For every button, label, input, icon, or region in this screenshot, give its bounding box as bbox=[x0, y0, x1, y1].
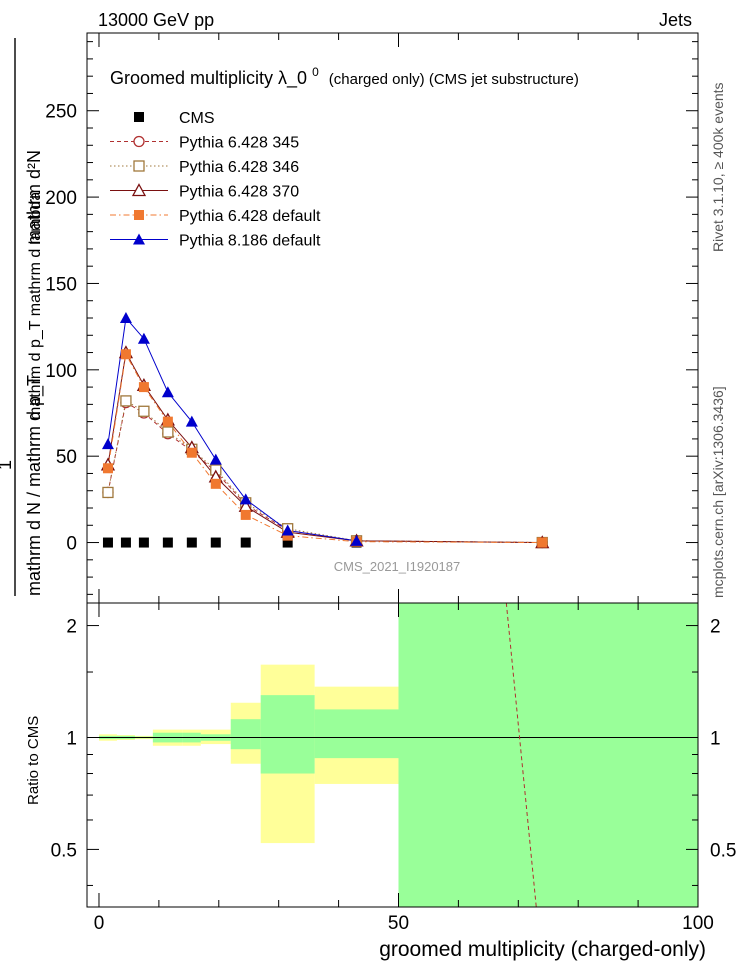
ratio-plot-frame bbox=[86, 602, 699, 908]
data-point-s4-4 bbox=[186, 447, 197, 458]
ratio-ytick-label-left-1: 1 bbox=[66, 728, 77, 749]
ratio-ytick-label-left-0: 0.5 bbox=[51, 840, 77, 861]
data-point-s0-0 bbox=[102, 537, 113, 548]
ratio-ytick-label-left-2: 2 bbox=[66, 617, 77, 638]
series-line-3 bbox=[107, 351, 543, 544]
x-axis-label: groomed multiplicity (charged-only) bbox=[379, 938, 706, 961]
legend-marker-5 bbox=[133, 233, 145, 245]
plot-title-sup: 0 bbox=[312, 65, 319, 79]
ratio-uncertainty-bands bbox=[98, 603, 698, 907]
ratio-ytick-label-right-2: 2 bbox=[710, 617, 721, 638]
data-point-s5-5 bbox=[209, 453, 222, 465]
legend-label-3: Pythia 6.428 370 bbox=[179, 184, 299, 201]
data-point-s4-0 bbox=[102, 463, 113, 474]
legend-marker-2 bbox=[133, 160, 145, 172]
x-tick-label-2: 100 bbox=[682, 913, 714, 934]
legend-label-1: Pythia 6.428 345 bbox=[179, 135, 299, 152]
legend-marker-3 bbox=[131, 183, 147, 197]
main-plot-panel: 0 50 100 150 200 250 bbox=[45, 32, 699, 604]
green-band-bin-7 bbox=[260, 695, 315, 774]
legend-marker-4 bbox=[134, 210, 144, 220]
data-point-s5-0 bbox=[101, 438, 114, 450]
ylabel-sub: mathrm d p_T mathrm d lambda bbox=[27, 192, 44, 420]
main-ytick-label-0: 0 bbox=[66, 534, 77, 555]
ratio-ytick-label-right-0: 0.5 bbox=[710, 840, 736, 861]
data-point-s5-6 bbox=[239, 493, 252, 505]
legend: CMS Pythia 6.428 345 Pythia 6.428 346 Pythi… bbox=[110, 110, 321, 250]
data-point-s0-5 bbox=[210, 537, 221, 548]
plot-title: Groomed multiplicity λ_0 0 (charged only… bbox=[110, 60, 579, 89]
main-ytick-label-4: 200 bbox=[45, 188, 77, 209]
data-point-s4-3 bbox=[162, 416, 173, 427]
main-ylabel: mathrm d²N mathrm d p_T mathrm d lambda … bbox=[0, 38, 45, 596]
legend-label-5: Pythia 8.186 default bbox=[179, 233, 321, 250]
data-point-s2-1 bbox=[120, 395, 132, 407]
legend-label-0: CMS bbox=[179, 110, 215, 127]
series-line-4 bbox=[107, 352, 543, 544]
data-point-s5-1 bbox=[119, 312, 132, 323]
data-point-s2-0 bbox=[102, 486, 114, 499]
main-ytick-label-2: 100 bbox=[45, 361, 77, 382]
main-ytick-label-3: 150 bbox=[45, 274, 77, 295]
data-point-s4-2 bbox=[138, 382, 149, 393]
legend-marker-1 bbox=[133, 135, 145, 148]
main-ytick-label-5: 250 bbox=[45, 102, 77, 123]
header-right: Jets bbox=[659, 10, 692, 30]
mcplots-label: mcplots.cern.ch [arXiv:1306.3436] bbox=[710, 386, 726, 598]
data-point-s4-1 bbox=[120, 349, 131, 360]
series-line-2 bbox=[107, 400, 543, 544]
data-point-s4-9 bbox=[537, 537, 548, 548]
green-band-bin-8 bbox=[314, 709, 399, 759]
ratio-axis-ticks: 0.5 0.5 1 1 2 2 0 50 100 bbox=[51, 603, 736, 934]
ylabel-bottom: mathrm d N / mathrm d p_T bbox=[24, 375, 45, 596]
data-point-s2-2 bbox=[138, 405, 150, 417]
data-point-s2-3 bbox=[162, 426, 174, 438]
legend-label-2: Pythia 6.428 346 bbox=[179, 159, 299, 176]
data-point-s0-4 bbox=[186, 537, 197, 548]
green-band-bin-6 bbox=[230, 719, 261, 750]
header-left: 13000 GeV pp bbox=[98, 10, 214, 30]
legend-marker-0 bbox=[134, 112, 144, 122]
main-series-markers bbox=[100, 312, 550, 549]
main-ytick-label-1: 50 bbox=[56, 447, 77, 468]
data-point-s4-5 bbox=[210, 478, 221, 489]
data-point-s0-1 bbox=[120, 537, 131, 548]
data-point-s0-7 bbox=[282, 537, 293, 548]
series-line-5 bbox=[107, 316, 357, 542]
ratio-plot-panel: 0.5 0.5 1 1 2 2 0 50 100 bbox=[51, 602, 736, 934]
ratio-ylabel: Ratio to CMS bbox=[25, 716, 42, 805]
x-tick-label-0: 0 bbox=[94, 913, 105, 934]
series-line-1 bbox=[107, 401, 543, 544]
x-tick-label-1: 50 bbox=[388, 913, 409, 934]
ratio-series-lines bbox=[505, 602, 537, 908]
data-point-s0-3 bbox=[162, 537, 173, 548]
data-point-s4-7 bbox=[282, 530, 293, 541]
data-point-s0-6 bbox=[240, 537, 251, 548]
rivet-label: Rivet 3.1.10, ≥ 400k events bbox=[710, 82, 726, 252]
data-point-s4-6 bbox=[240, 509, 251, 520]
data-point-s5-7 bbox=[281, 524, 294, 536]
analysis-watermark: CMS_2021_I1920187 bbox=[334, 559, 461, 574]
ylabel-top: mathrm d²N bbox=[24, 150, 44, 245]
data-point-s5-4 bbox=[185, 415, 198, 427]
ylabel-one: 1 bbox=[0, 460, 15, 470]
ratio-series-line-0 bbox=[505, 602, 537, 908]
plot-title-main: Groomed multiplicity λ_0 bbox=[110, 68, 307, 89]
main-axis-ticks: 0 50 100 150 200 250 bbox=[45, 33, 699, 603]
legend-label-4: Pythia 6.428 default bbox=[179, 208, 321, 225]
ratio-ytick-label-right-1: 1 bbox=[710, 728, 721, 749]
data-point-s5-2 bbox=[137, 332, 150, 344]
data-point-s0-2 bbox=[138, 537, 149, 548]
plot-title-rest: (charged only) (CMS jet substructure) bbox=[329, 71, 579, 88]
data-point-s5-8 bbox=[350, 534, 363, 546]
data-point-s5-3 bbox=[161, 386, 174, 398]
green-band-bin-9 bbox=[398, 603, 698, 907]
